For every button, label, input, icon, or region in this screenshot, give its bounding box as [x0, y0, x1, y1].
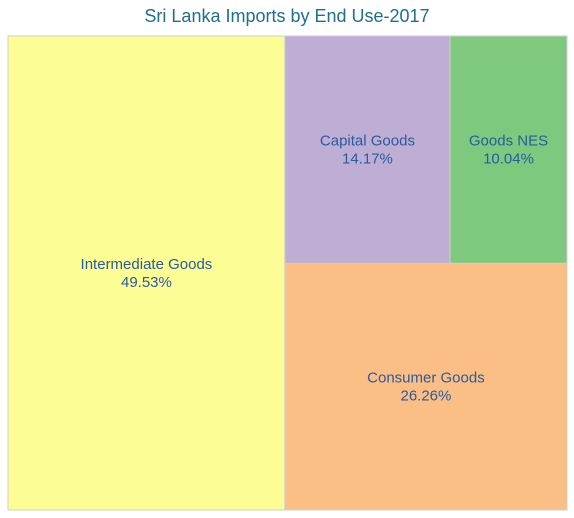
treemap-label-goods-nes: Goods NES	[469, 133, 548, 150]
treemap-value-consumer-goods: 26.26%	[400, 388, 451, 405]
treemap-value-capital-goods: 14.17%	[342, 151, 393, 168]
treemap-label-intermediate-goods: Intermediate Goods	[81, 256, 213, 273]
treemap-value-goods-nes: 10.04%	[483, 151, 534, 168]
treemap-rect-intermediate-goods	[7, 35, 286, 511]
treemap-rect-consumer-goods	[284, 262, 568, 511]
chart-title: Sri Lanka Imports by End Use-2017	[144, 6, 430, 26]
treemap-label-consumer-goods: Consumer Goods	[367, 370, 485, 387]
treemap-value-intermediate-goods: 49.53%	[121, 274, 172, 291]
treemap-label-capital-goods: Capital Goods	[320, 133, 415, 150]
